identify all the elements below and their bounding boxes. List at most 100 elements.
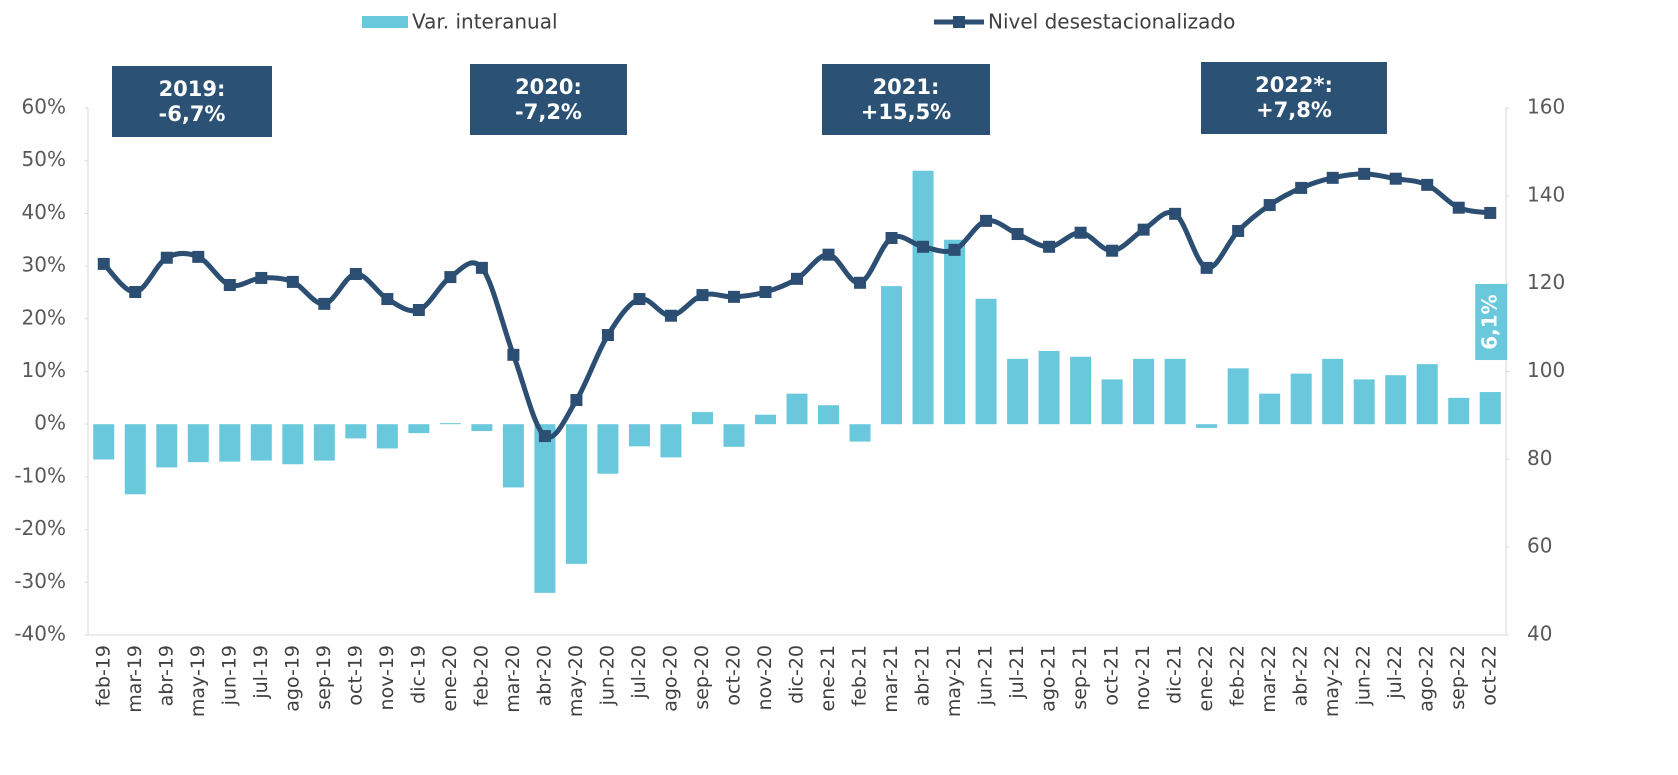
marker [759,286,772,299]
annotation-text: 2020: [515,75,582,99]
bar [1101,379,1123,425]
bar [912,170,934,425]
bar [93,424,115,460]
bar [502,424,524,488]
x-tick-label: mar-20 [502,645,524,713]
y-tick-label: -10% [14,463,66,487]
x-tick-label: dic-20 [786,645,808,704]
bar [723,424,745,447]
x-tick-label: may-21 [943,645,965,717]
bar [597,424,619,474]
x-tick-label: jul-20 [628,645,650,700]
x-tick-label: jun-19 [218,645,240,706]
bar [1070,356,1092,425]
marker [1106,244,1119,257]
annotation-box [112,66,272,137]
marker [854,276,867,289]
x-tick-label: sep-19 [313,645,335,710]
bar [1479,392,1501,425]
marker [1232,224,1245,237]
y2-tick-label: 60 [1527,534,1552,558]
x-tick-label: oct-20 [722,645,744,706]
marker [223,278,236,291]
annotation-text: +7,8% [1256,98,1332,122]
x-tick-label: feb-22 [1227,645,1249,706]
marker [160,251,173,264]
y-tick-label: 40% [22,200,66,224]
annotation-text: -6,7% [159,102,226,126]
marker [917,240,930,253]
x-tick-label: dic-21 [1164,645,1186,704]
bar [1322,358,1344,425]
y2-tick-label: 120 [1527,270,1565,294]
x-tick-label: nov-20 [754,645,776,710]
marker [885,231,898,244]
y2-tick-label: 140 [1527,182,1565,206]
marker [286,275,299,288]
x-tick-label: feb-20 [470,645,492,706]
x-tick-label: ene-20 [439,645,461,711]
marker [1326,171,1339,184]
bar [250,424,272,461]
x-tick-label: mar-21 [880,645,902,713]
marker [727,290,740,303]
y-tick-label: -20% [14,516,66,540]
x-tick-label: may-19 [187,645,209,717]
x-tick-label: dic-19 [407,645,429,704]
annotation-text: 2021: [873,75,940,99]
bar [156,424,178,468]
x-tick-label: abr-20 [533,645,555,706]
marker [97,257,110,270]
x-tick-label: sep-22 [1447,645,1469,710]
bar [376,424,398,449]
marker [507,348,520,361]
x-tick-label: ago-21 [1038,645,1060,712]
x-tick-label: nov-19 [376,645,398,710]
annotation-text: 2019: [159,77,226,101]
marker [696,289,709,302]
x-tick-label: jul-21 [1006,645,1028,700]
marker [444,271,457,284]
marker [1074,226,1087,239]
bar [1133,358,1155,425]
y-tick-label: -40% [14,622,66,646]
marker [538,430,551,443]
x-tick-label: sep-20 [691,645,713,710]
bar [439,423,461,425]
bar [408,424,430,434]
marker [1200,261,1213,274]
y-tick-label: 20% [22,305,66,329]
annotation-box [1201,62,1387,134]
bar [628,424,650,447]
bar [1196,424,1218,428]
x-tick-label: oct-21 [1101,645,1123,706]
data-label: 6,1% [1478,294,1502,349]
x-tick-label: may-22 [1321,645,1343,717]
x-tick-label: may-20 [565,645,587,717]
x-tick-label: jul-22 [1384,645,1406,700]
x-tick-label: abr-21 [912,645,934,706]
x-tick-label: oct-22 [1479,645,1501,706]
bar [1007,358,1029,425]
marker [1137,223,1150,236]
marker [412,304,425,317]
marker [381,293,394,306]
x-tick-label: sep-21 [1069,645,1091,710]
legend-label: Nivel desestacionalizado [988,10,1235,34]
x-tick-label: jun-21 [975,645,997,706]
marker [1452,201,1465,214]
x-tick-label: mar-19 [124,645,146,713]
x-tick-label: feb-21 [849,645,871,706]
y2-tick-label: 80 [1527,446,1552,470]
bar [1448,397,1470,425]
bar [849,424,871,442]
bar [1164,358,1186,425]
bar [881,286,903,425]
bar [471,424,493,432]
bar [1038,350,1060,425]
marker [1011,228,1024,241]
marker [948,243,961,256]
y-tick-label: 10% [22,358,66,382]
marker [255,271,268,284]
